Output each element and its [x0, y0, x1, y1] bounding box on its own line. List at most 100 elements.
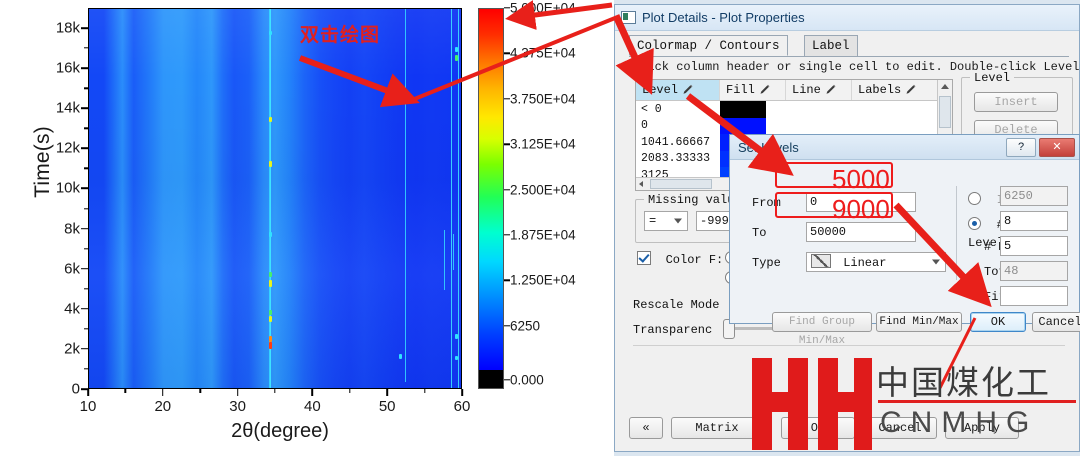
- from-label: From: [752, 196, 781, 210]
- set-levels-body: From 0 To 50000 Type Linear Increment 62…: [734, 162, 1080, 347]
- ok-button[interactable]: OK: [781, 417, 855, 439]
- x-axis-label: 2θ(degree): [231, 420, 329, 442]
- level-fill-cell[interactable]: [720, 117, 766, 134]
- level-value-cell[interactable]: < 0: [641, 102, 662, 116]
- diffraction-peak: [268, 271, 272, 277]
- type-value: Linear: [843, 256, 887, 270]
- colorbar-tick-label: 5.000E+04: [510, 0, 576, 16]
- y-tick-minor: [84, 288, 88, 290]
- set-levels-titlebar[interactable]: Set Levels ? ✕: [730, 135, 1079, 160]
- x-tick-mark: [386, 389, 388, 396]
- diffraction-peak: [268, 117, 272, 123]
- set-levels-ok-button[interactable]: OK: [970, 312, 1026, 332]
- find-minmax-button[interactable]: Find Min/Max: [876, 312, 962, 332]
- y-tick-mark: [81, 267, 88, 270]
- column-header-labels[interactable]: Labels: [852, 80, 938, 100]
- major-level-input[interactable]: 8: [1000, 211, 1068, 231]
- x-tick-label: 50: [378, 398, 396, 415]
- level-row[interactable]: < 0: [636, 101, 952, 118]
- y-tick-minor: [84, 247, 88, 250]
- y-tick-mark: [81, 147, 88, 150]
- plot-details-tabstrip[interactable]: Colormap / Contours Label: [629, 35, 1069, 57]
- vscroll-thumb[interactable]: [939, 96, 951, 128]
- level-row[interactable]: 0: [636, 117, 952, 134]
- set-levels-cancel-button[interactable]: Cancel: [1032, 312, 1080, 332]
- level-value-cell[interactable]: 2083.33333: [641, 152, 711, 166]
- colorbar-tick-mark: [504, 234, 510, 236]
- major-level-radio[interactable]: [968, 217, 981, 230]
- colorbar-tick-mark: [504, 98, 510, 100]
- increment-input[interactable]: 6250: [1000, 186, 1068, 206]
- vertical-separator: [956, 186, 957, 280]
- level-value-cell[interactable]: 0: [641, 119, 648, 133]
- diffraction-streak: [452, 233, 455, 270]
- total-input[interactable]: 48: [1000, 261, 1068, 281]
- missing-values-operator-select[interactable]: =: [644, 211, 688, 231]
- to-input[interactable]: 50000: [806, 222, 916, 242]
- diffraction-peak: [268, 279, 272, 287]
- level-fill-cell[interactable]: [720, 101, 766, 118]
- level-value-cell[interactable]: 1041.66667: [641, 135, 711, 149]
- window-icon: [621, 11, 636, 24]
- y-tick-minor: [84, 368, 88, 370]
- collapse-button[interactable]: «: [629, 417, 663, 439]
- heatmap-canvas[interactable]: [88, 8, 462, 389]
- color-fill-checkbox[interactable]: [637, 251, 651, 265]
- color-fill-label: Color F:: [665, 253, 724, 267]
- y-axis-ticks: 0 2k 4k 6k 8k 10k 12k 14k 16k 18k: [0, 0, 88, 400]
- y-tick-minor: [84, 47, 88, 49]
- column-header-line[interactable]: Line: [786, 80, 852, 100]
- colorbar-tick-label: 4.375E+04: [510, 45, 576, 61]
- diffraction-streak: [268, 9, 271, 388]
- apply-button[interactable]: Apply: [945, 417, 1019, 439]
- cancel-button[interactable]: Cancel: [863, 417, 937, 439]
- set-levels-dialog[interactable]: Set Levels ? ✕ From 0 To 50000 Type Line…: [729, 134, 1080, 347]
- y-tick-minor: [84, 328, 88, 330]
- insert-level-button[interactable]: Insert: [974, 92, 1058, 112]
- column-header-labels-label: Labels: [858, 83, 902, 97]
- x-tick-minor: [124, 389, 127, 393]
- y-tick-minor: [84, 207, 88, 210]
- x-tick-label: 20: [154, 398, 172, 415]
- x-tick-minor: [423, 389, 426, 393]
- colorbar-tick-label: 1.875E+04: [510, 227, 576, 243]
- increment-radio[interactable]: [968, 192, 981, 205]
- set-levels-window-buttons[interactable]: ? ✕: [1006, 137, 1075, 157]
- diffraction-peak: [399, 353, 403, 359]
- contour-plot-pane[interactable]: Time(s) 2θ(degree) 0 2k 4k 6k 8k 10k 12k 14k 16k…: [0, 0, 614, 456]
- from-annotation-5000: 5000: [832, 164, 890, 194]
- find-group-minmax-button[interactable]: Find Group Min/Max: [772, 312, 872, 347]
- plot-details-titlebar[interactable]: Plot Details - Plot Properties: [615, 5, 1079, 31]
- x-tick-label: 60: [453, 398, 471, 415]
- diffraction-streak: [269, 9, 271, 388]
- matrix-button[interactable]: Matrix: [671, 417, 763, 439]
- missing-values-legend: Missing values: [644, 193, 753, 207]
- column-header-fill[interactable]: Fill: [720, 80, 786, 100]
- level-grid-header[interactable]: Level Fill Line Labels: [636, 80, 952, 101]
- tab-colormap-contours[interactable]: Colormap / Contours: [629, 35, 788, 56]
- to-annotation-9000: 9000: [832, 194, 890, 224]
- hscroll-thumb[interactable]: [650, 179, 712, 189]
- x-tick-label: 30: [229, 398, 246, 415]
- to-label: To: [752, 226, 767, 240]
- pencil-icon: [683, 84, 693, 94]
- y-tick-mark: [81, 27, 88, 29]
- pencil-icon: [906, 84, 916, 94]
- colorbar-tick-mark: [504, 324, 510, 327]
- color-fill-checkbox-row[interactable]: Color F:: [637, 250, 723, 268]
- x-tick-mark: [461, 389, 463, 396]
- y-tick-mark: [81, 307, 88, 310]
- y-tick-mark: [81, 348, 88, 350]
- column-header-level[interactable]: Level: [636, 80, 720, 100]
- tab-label[interactable]: Label: [804, 35, 858, 56]
- colorbar-tick-mark: [504, 379, 510, 381]
- first-input[interactable]: [1000, 286, 1068, 306]
- scroll-up-icon[interactable]: [941, 84, 949, 89]
- scroll-left-icon[interactable]: [639, 181, 643, 187]
- x-tick-mark: [162, 389, 164, 396]
- close-icon[interactable]: ✕: [1039, 137, 1075, 157]
- type-select[interactable]: Linear: [806, 252, 946, 272]
- colorbar[interactable]: [478, 8, 504, 389]
- help-icon[interactable]: ?: [1006, 137, 1036, 157]
- minor-input[interactable]: 5: [1000, 236, 1068, 256]
